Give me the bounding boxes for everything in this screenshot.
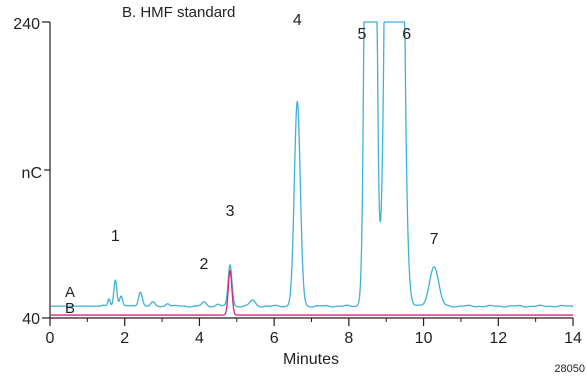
y-axis-label: nC <box>22 165 42 182</box>
peak-label-3: 3 <box>226 203 235 220</box>
x-tick-label-6: 6 <box>270 330 279 347</box>
peak-label-1: 1 <box>111 228 120 245</box>
x-tick-label-4: 4 <box>195 330 204 347</box>
x-tick-label-14: 14 <box>564 330 582 347</box>
chart-title: B. HMF standard <box>122 4 235 21</box>
figure-id: 28050 <box>554 363 585 375</box>
trace-b <box>50 270 574 316</box>
peak-label-6: 6 <box>402 26 411 43</box>
x-tick-label-12: 12 <box>489 330 507 347</box>
x-axis-label: Minutes <box>283 351 339 368</box>
trace-label-b: B <box>65 300 75 317</box>
peak-label-5: 5 <box>357 26 366 43</box>
x-tick-label-8: 8 <box>344 330 353 347</box>
trace-a <box>50 21 574 308</box>
y-tick-label-240: 240 <box>13 16 40 33</box>
x-tick-label-2: 2 <box>120 330 129 347</box>
axes <box>42 21 573 319</box>
y-tick-label-40: 40 <box>22 311 40 328</box>
traces <box>50 21 574 316</box>
peak-labels: 1 2 3 4 5 6 7 <box>111 12 439 273</box>
peak-label-2: 2 <box>199 256 208 273</box>
trace-label-a: A <box>65 284 75 301</box>
peak-label-4: 4 <box>293 12 302 29</box>
x-tick-label-0: 0 <box>46 330 55 347</box>
x-tick-label-10: 10 <box>415 330 433 347</box>
x-ticks: 0 2 4 6 8 10 12 14 <box>46 318 582 347</box>
peak-label-7: 7 <box>430 231 439 248</box>
